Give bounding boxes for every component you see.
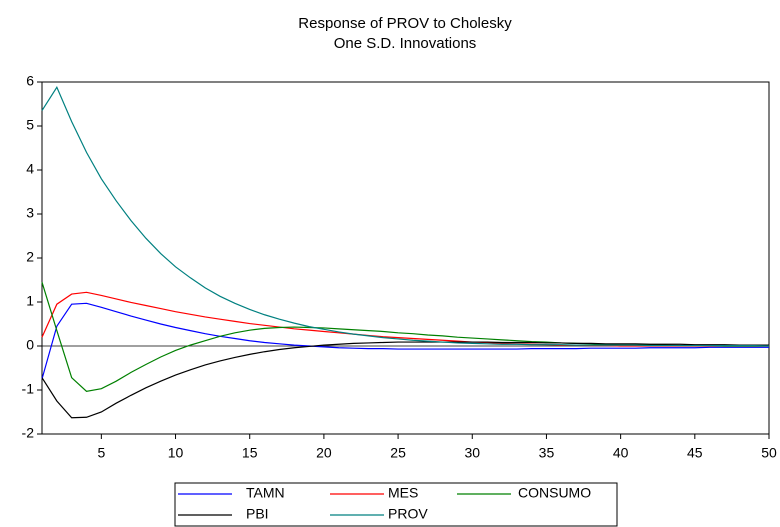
series-line <box>41 282 769 392</box>
y-tick-label: 4 <box>26 161 34 177</box>
y-tick-label: -2 <box>22 425 35 441</box>
y-tick-label: 1 <box>26 293 34 309</box>
legend-box <box>174 482 618 527</box>
legend-label: PBI <box>246 506 269 522</box>
legend-label: CONSUMO <box>518 485 591 501</box>
x-tick-label: 35 <box>539 445 555 461</box>
y-tick-label: 3 <box>26 205 34 221</box>
y-tick-label: 5 <box>26 117 34 133</box>
x-tick-label: 30 <box>464 445 480 461</box>
series-line <box>41 86 770 347</box>
chart-title: Response of PROV to Cholesky <box>298 15 512 32</box>
series-line <box>41 341 769 419</box>
y-tick-label: 6 <box>26 73 34 89</box>
x-tick-label: 45 <box>687 445 703 461</box>
legend-label: MES <box>388 485 418 501</box>
x-tick-label: 25 <box>390 445 406 461</box>
x-tick-label: 40 <box>613 445 629 461</box>
legend-label: PROV <box>388 506 428 522</box>
x-tick-label: 20 <box>316 445 332 461</box>
x-tick-label: 5 <box>97 445 105 461</box>
y-tick-label: 0 <box>26 337 34 353</box>
y-tick-label: 2 <box>26 249 34 265</box>
x-tick-label: 10 <box>168 445 184 461</box>
series-line <box>41 291 769 347</box>
chart-subtitle: One S.D. Innovations <box>334 35 477 52</box>
x-tick-label: 50 <box>761 445 777 461</box>
series-line <box>41 302 769 380</box>
y-tick-label: -1 <box>22 381 35 397</box>
x-tick-label: 15 <box>242 445 258 461</box>
plot-frame <box>41 81 770 435</box>
legend-label: TAMN <box>246 485 285 501</box>
